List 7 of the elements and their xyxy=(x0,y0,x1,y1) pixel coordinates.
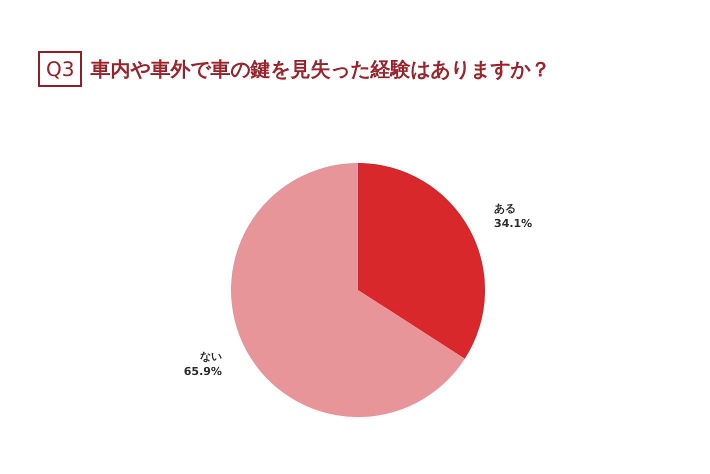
pie-slice xyxy=(358,163,485,359)
data-label: 65.9% xyxy=(184,365,222,378)
pie-slice xyxy=(231,163,465,417)
data-label: 34.1% xyxy=(494,216,532,230)
slice-label: ない xyxy=(200,350,222,364)
chart-title: Q3 車内や車外で車の鍵を見失った経験はありますか？ xyxy=(45,56,550,83)
slice-label: ある xyxy=(494,202,516,215)
